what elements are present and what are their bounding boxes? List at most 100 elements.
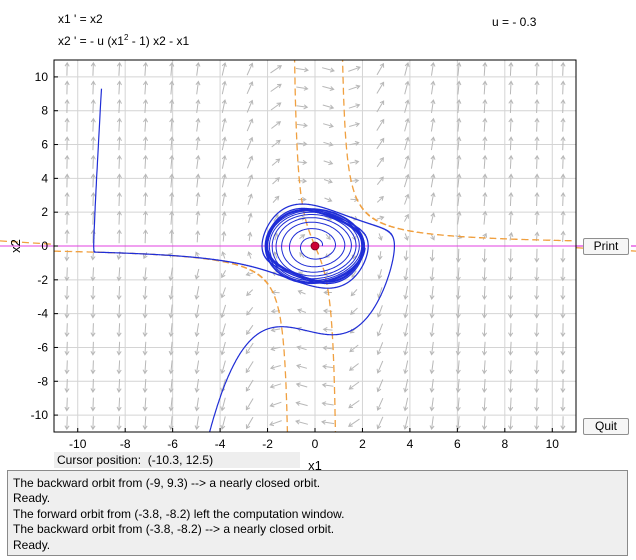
direction-arrow [349, 122, 361, 128]
direction-arrow [246, 324, 254, 336]
x-tick-label: 8 [501, 437, 508, 451]
message-line: Ready. [13, 491, 51, 506]
direction-arrow [482, 61, 488, 76]
direction-arrow [508, 360, 514, 375]
direction-arrow [142, 397, 148, 412]
direction-arrow [168, 341, 174, 356]
direction-arrow [64, 323, 70, 338]
direction-arrow [245, 342, 254, 355]
direction-arrow [142, 323, 148, 338]
direction-arrow [142, 360, 148, 375]
direction-arrow [323, 160, 334, 166]
direction-arrow [376, 195, 384, 203]
x-tick-label: 10 [546, 437, 560, 451]
direction-arrow [534, 416, 540, 431]
direction-arrow [560, 360, 566, 375]
direction-arrow [64, 99, 70, 114]
direction-arrow [429, 341, 435, 356]
parameter-label: u = - 0.3 [492, 15, 537, 29]
direction-arrow [404, 155, 410, 169]
direction-arrow [168, 360, 174, 375]
direction-arrow [296, 363, 308, 369]
direction-arrow [220, 397, 226, 412]
equation-x1-text: x1 ' = x2 [58, 12, 103, 26]
message-line: The backward orbit from (-3.8, -8.2) -->… [13, 522, 335, 537]
direction-arrow [168, 267, 174, 282]
direction-arrow [455, 341, 461, 356]
cursor-position-label: Cursor position: [57, 453, 142, 467]
direction-arrow [560, 173, 566, 188]
direction-arrow [376, 360, 384, 374]
direction-arrow [508, 154, 514, 169]
print-button[interactable]: Print [583, 238, 629, 255]
direction-arrow [221, 270, 227, 279]
direction-arrow [456, 61, 462, 76]
direction-arrow [169, 117, 175, 132]
direction-arrow [116, 136, 122, 151]
direction-arrow [430, 61, 436, 76]
direction-arrow [430, 233, 435, 241]
direction-arrow [168, 416, 174, 431]
direction-arrow [321, 401, 334, 407]
equation-x2: x2 ' = - u (x12 - 1) x2 - x1 [58, 33, 189, 48]
direction-arrow [508, 285, 514, 300]
direction-arrow [455, 248, 461, 263]
direction-arrow [508, 341, 514, 356]
direction-arrow [376, 62, 385, 76]
x-tick-label: -4 [215, 437, 226, 451]
x-tick-label: -6 [167, 437, 178, 451]
direction-arrow [429, 285, 435, 300]
direction-arrow [246, 118, 254, 132]
direction-arrow [456, 99, 462, 114]
direction-arrow [321, 67, 335, 73]
direction-arrow [272, 177, 280, 185]
y-tick-label: -4 [37, 307, 48, 321]
direction-arrow [404, 117, 410, 132]
direction-arrow [560, 154, 566, 169]
direction-arrow [430, 192, 436, 206]
direction-arrow [245, 361, 254, 374]
direction-arrow [90, 397, 96, 412]
direction-arrow [325, 233, 331, 240]
direction-arrow [534, 99, 540, 114]
direction-arrow [348, 103, 361, 109]
direction-arrow [404, 99, 410, 113]
direction-arrow [142, 341, 148, 356]
direction-arrow [246, 62, 254, 76]
direction-arrow [116, 397, 122, 412]
direction-arrow [534, 248, 540, 263]
direction-arrow [245, 416, 254, 430]
direction-arrow [246, 99, 254, 113]
direction-arrow [429, 267, 435, 282]
x-tick-label: 2 [359, 437, 366, 451]
direction-arrow [482, 136, 488, 151]
direction-arrow [429, 379, 435, 393]
direction-arrow [195, 154, 201, 169]
y-tick-label: -8 [37, 374, 48, 388]
quit-button[interactable]: Quit [583, 418, 629, 435]
direction-arrow [221, 211, 227, 225]
direction-arrow [534, 360, 540, 375]
direction-arrow [169, 136, 175, 151]
direction-arrow [90, 378, 96, 393]
direction-arrow [508, 231, 514, 241]
direction-arrow [534, 154, 540, 169]
phase-plane-plot[interactable]: -10 -8 -6 -4 -2 0 2 4 6 8 10 -10 -8 -6 -4 -2 0 2 4 6 8 10 x1 x2 [0, 0, 636, 470]
direction-arrow [116, 210, 122, 225]
direction-arrow [376, 416, 384, 430]
direction-arrow [142, 117, 149, 132]
direction-arrow [430, 99, 436, 113]
direction-arrow [377, 287, 383, 299]
y-axis-label: x2 [8, 239, 23, 253]
direction-arrow [64, 416, 70, 431]
direction-arrow [64, 61, 70, 76]
direction-arrow [269, 420, 282, 427]
direction-arrow [245, 398, 254, 411]
direction-arrow [322, 123, 334, 129]
direction-arrow [90, 267, 96, 282]
direction-arrow [221, 117, 227, 132]
x-tick-label: -8 [120, 437, 131, 451]
direction-arrow [168, 378, 174, 393]
direction-arrow [430, 173, 436, 188]
direction-arrow [455, 416, 461, 431]
